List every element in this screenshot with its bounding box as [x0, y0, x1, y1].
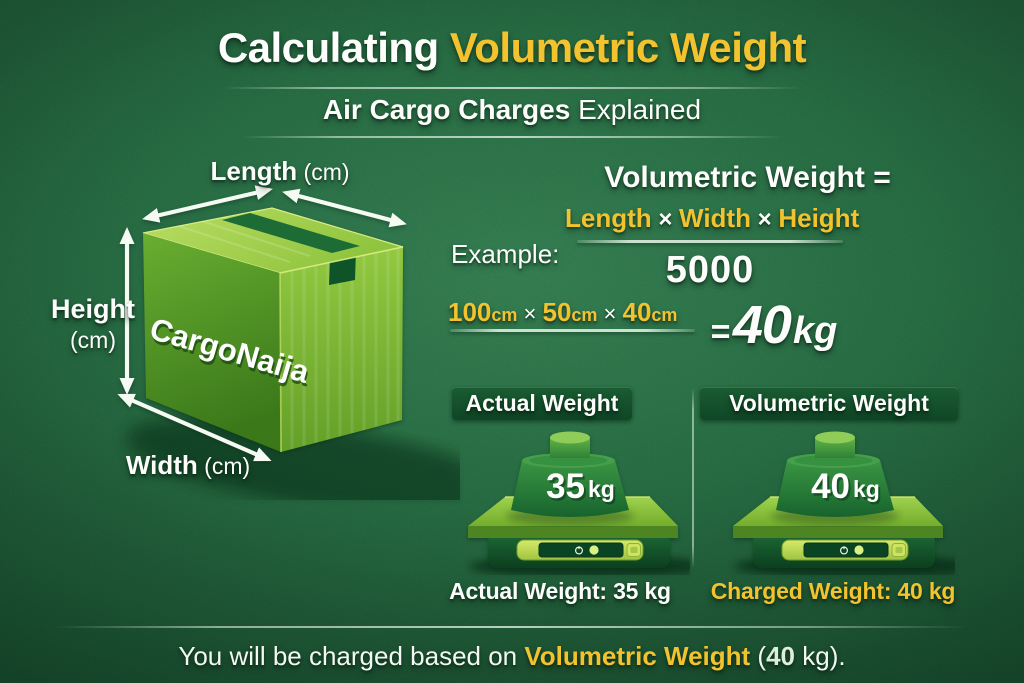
page-title-white: Calculating: [217, 24, 439, 71]
indicator-dot-icon: [854, 545, 864, 555]
dimension-arrows: [117, 185, 407, 462]
length-arrow-right: [282, 188, 407, 228]
weight-unit: kg: [588, 476, 615, 502]
display-window: [538, 542, 624, 558]
weight-knob-top: [550, 431, 590, 444]
example-underline: [450, 329, 695, 332]
weight-value-shadow: 40: [813, 470, 852, 509]
weight-value-shadow: 35: [548, 470, 587, 509]
header-divider-bottom: [242, 136, 782, 138]
width-arrow: [117, 393, 272, 462]
volumetric-weight-scale: 40 40 kg kg: [733, 431, 955, 575]
width-label: Width (cm): [98, 450, 278, 481]
page-title: Calculating Volumetric Weight: [0, 24, 1024, 72]
footer-highlight: Volumetric Weight: [524, 641, 751, 671]
calc-unit-3: cm: [651, 305, 678, 325]
display-window: [803, 542, 889, 558]
result-unit: kg: [792, 310, 838, 352]
height-label: Height (cm): [38, 294, 148, 355]
scale-button: [626, 543, 641, 557]
cargo-box-illustration: CargoNaija CargoNaija: [117, 185, 460, 500]
actual-weight-banner: Actual Weight: [452, 387, 632, 420]
numerator-length: Length: [565, 203, 652, 233]
fraction-bar: [577, 240, 843, 243]
subtitle-bold: Air Cargo Charges: [322, 94, 571, 125]
comparison-divider: [692, 388, 694, 568]
weight-value: 35: [546, 467, 585, 506]
length-unit: (cm): [297, 159, 350, 185]
weight-value-label: 35 35 kg kg: [546, 467, 617, 509]
footer-part3: kg).: [795, 641, 846, 671]
result-equals: =: [710, 313, 730, 351]
indicator-dot-icon: [589, 545, 599, 555]
weight-value: 40: [811, 467, 850, 506]
actual-weight-caption: Actual Weight: 35 kg: [449, 578, 671, 604]
width-label-text: Width: [125, 450, 198, 480]
example-label: Example:: [451, 239, 560, 269]
length-arrow-left: [142, 185, 273, 223]
actual-weight-scale: 35 35 kg kg: [468, 431, 690, 575]
page-title-yellow: Volumetric Weight: [438, 24, 807, 71]
box-edge-highlight-top: [279, 246, 404, 274]
footer-note: You will be charged based on Volumetric …: [0, 641, 1024, 672]
weight-body: [776, 460, 894, 517]
multiply-icon: ×: [651, 206, 680, 233]
formula-result: = 40 kg: [710, 294, 837, 356]
scale-button: [891, 543, 906, 557]
weight-unit-shadow: kg: [855, 479, 882, 505]
multiply-icon: ×: [517, 301, 543, 326]
footer-divider: [55, 626, 967, 628]
example-calculation: 100cm × 50cm × 40cm: [448, 297, 677, 328]
multiply-icon: ×: [750, 206, 779, 233]
height-label-text: Height: [51, 294, 135, 324]
box-edge-highlight-front: [279, 272, 282, 453]
formula-denominator: 5000: [665, 249, 755, 291]
box-tape-top: [222, 213, 360, 253]
power-icon: [575, 546, 584, 555]
result-value: 40: [732, 295, 792, 355]
calc-value-1: 100: [448, 297, 492, 327]
volumetric-weight-banner: Volumetric Weight: [700, 387, 958, 420]
footer-bold-value: 40: [766, 641, 796, 671]
calc-unit-2: cm: [571, 305, 598, 325]
footer-part2: (: [750, 641, 767, 671]
calc-value-2: 50: [542, 297, 572, 327]
platform-edge: [733, 526, 943, 538]
height-unit: (cm): [70, 327, 116, 353]
formula-heading: Volumetric Weight =: [604, 161, 891, 194]
header-divider-top: [222, 87, 802, 89]
length-label-text: Length: [210, 156, 298, 186]
charged-weight-caption: Charged Weight: 40 kg: [710, 578, 956, 604]
subtitle-rest: Explained: [570, 94, 702, 125]
length-label: Length (cm): [180, 156, 380, 187]
width-unit: (cm): [197, 453, 251, 479]
multiply-icon: ×: [597, 301, 623, 326]
platform-edge: [468, 526, 678, 538]
weight-knob-top: [815, 431, 855, 444]
weight-unit: kg: [853, 476, 880, 502]
weight-body: [511, 460, 629, 517]
formula-numerator: Length × Width × Height: [565, 203, 859, 234]
footer-part1: You will be charged based on: [178, 641, 525, 671]
numerator-width: Width: [679, 203, 751, 233]
page-subtitle: Air Cargo Charges Explained: [0, 94, 1024, 126]
weight-value-label: 40 40 kg kg: [811, 467, 882, 509]
box-right-face: [280, 247, 403, 452]
power-icon: [840, 546, 849, 555]
calc-unit-1: cm: [491, 305, 518, 325]
numerator-height: Height: [778, 203, 860, 233]
calc-value-3: 40: [622, 297, 652, 327]
weight-unit-shadow: kg: [590, 479, 617, 505]
